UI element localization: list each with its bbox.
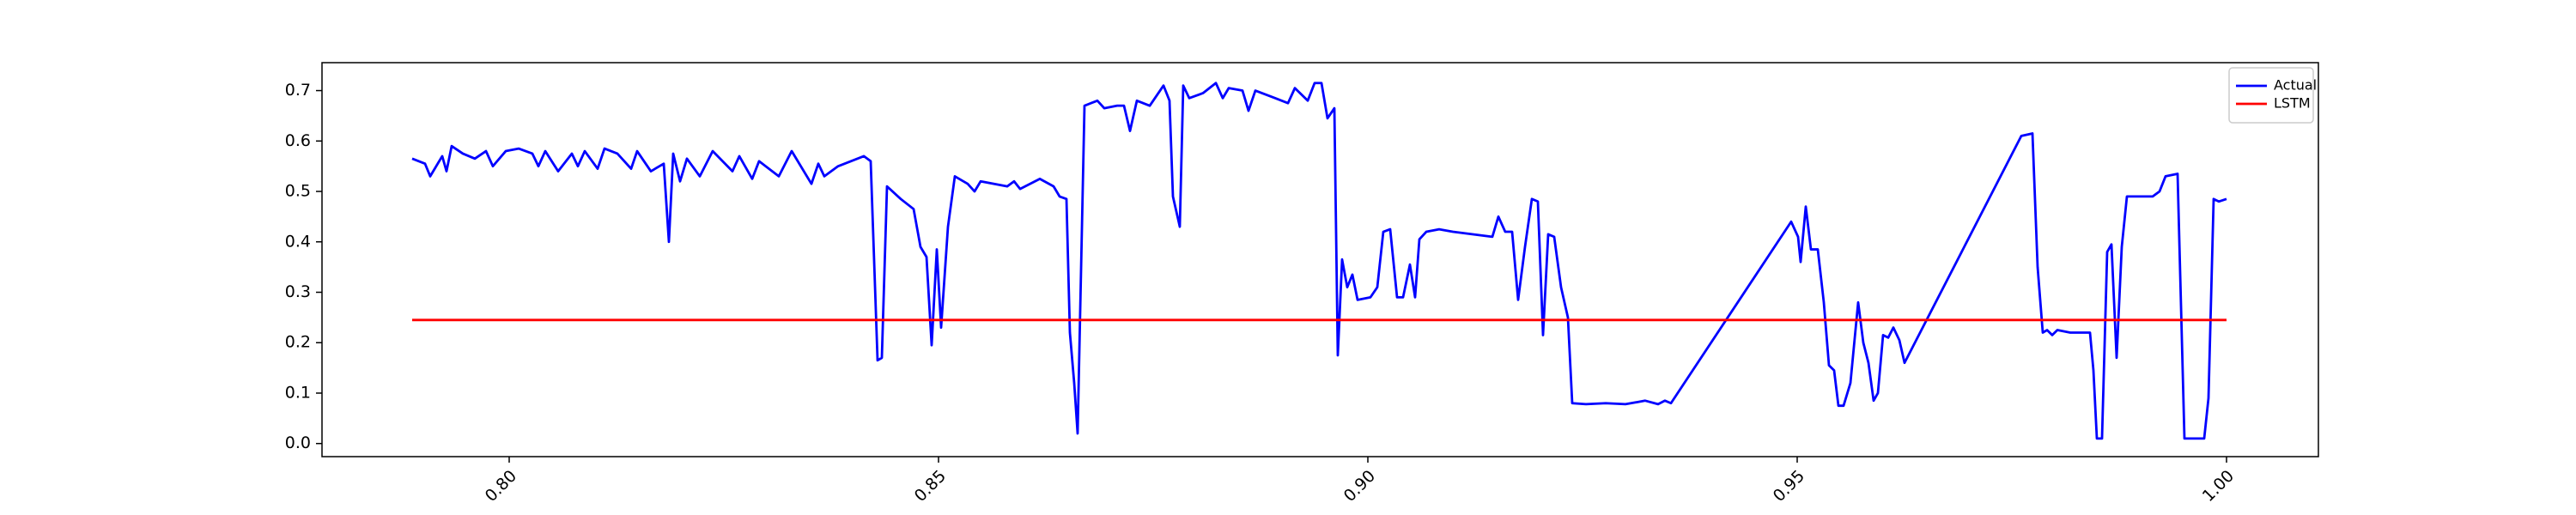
legend-label: Actual (2274, 77, 2317, 94)
y-tick-label: 0.5 (285, 182, 311, 201)
legend-label: LSTM (2274, 95, 2311, 112)
y-tick-label: 0.4 (285, 232, 311, 251)
x-tick-label: 0.95 (1770, 467, 1808, 506)
x-tick-label: 0.85 (911, 467, 950, 506)
y-tick-label: 0.2 (285, 333, 311, 352)
series-line (411, 82, 2227, 440)
y-tick-label: 0.0 (285, 433, 311, 452)
legend-box (2228, 67, 2314, 124)
x-tick-label: 0.80 (482, 467, 520, 506)
y-tick-label: 0.1 (285, 383, 311, 402)
y-tick-label: 0.7 (285, 81, 311, 100)
x-tick-label: 1.00 (2199, 467, 2238, 506)
plot-frame (321, 62, 2319, 457)
y-tick-label: 0.3 (285, 282, 311, 301)
y-tick-label: 0.6 (285, 131, 311, 150)
x-tick-label: 0.90 (1340, 467, 1379, 506)
